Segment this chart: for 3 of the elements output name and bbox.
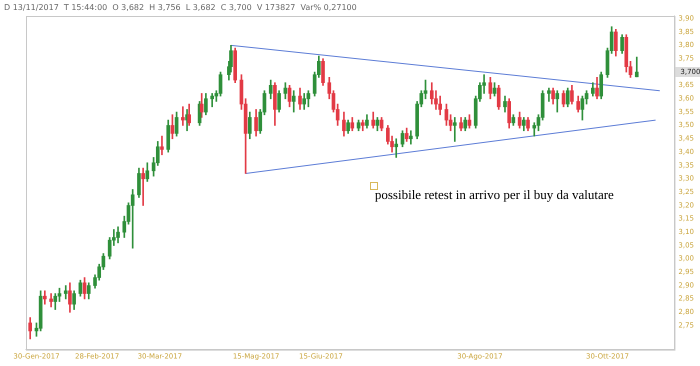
annotation: possibile retest in arrivo per il buy da valutare <box>374 186 614 202</box>
candlestick <box>160 136 164 156</box>
text: D 13/11/2017 T 15:44:00 O 3,682 H 3,756 L 3,682 C 3,700 V 173827 Var% 0,27100 <box>4 3 357 12</box>
